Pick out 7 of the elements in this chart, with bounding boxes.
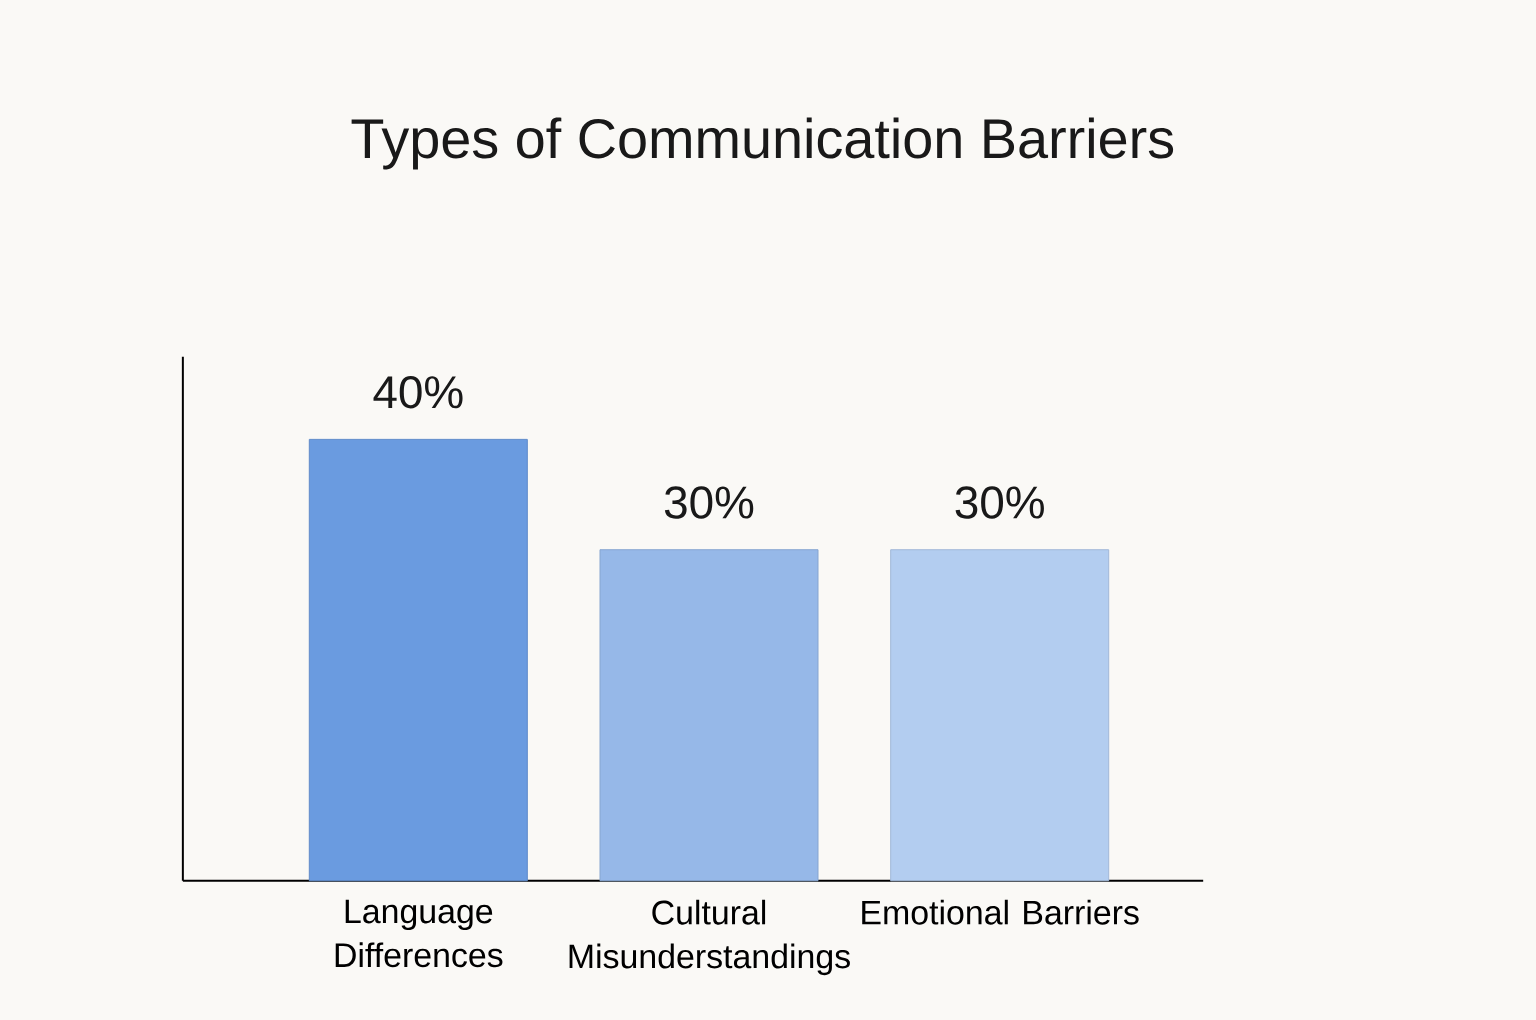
chart-title: Types of Communication Barriers [351, 117, 1174, 170]
data-label: 40% [373, 375, 463, 409]
data-label: 30% [955, 486, 1044, 519]
x-tick-label: Emotional Barriers [862, 899, 1139, 925]
x-tick-label: Cultural Misunderstandings [569, 899, 850, 975]
x-tick-label: Language Differences [335, 899, 503, 968]
data-label: 30% [664, 486, 754, 519]
